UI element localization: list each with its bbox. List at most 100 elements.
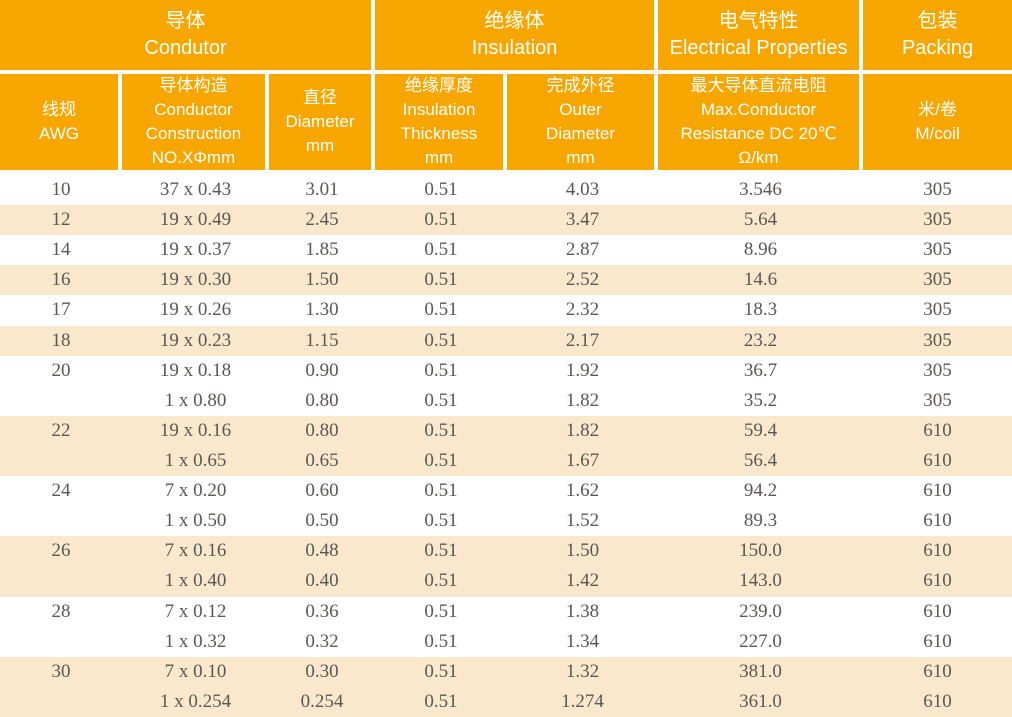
cell-awg [0, 506, 122, 537]
hdr-thickness-zh: 绝缘厚度 [405, 76, 474, 95]
cell-awg: 10 [0, 175, 122, 206]
cell-thickness: 0.51 [375, 506, 508, 537]
cell-m-per-coil: 305 [863, 325, 1012, 356]
table-row: 1 x 0.40 0.40 0.51 1.42 143.0 610 [0, 566, 1012, 597]
cell-resistance: 239.0 [658, 596, 864, 627]
hdr-outer-en2: Diameter [546, 124, 616, 143]
cell-outer-diameter: 3.47 [507, 205, 659, 236]
cell-resistance: 361.0 [658, 686, 864, 717]
table-row: 30 7 x 0.10 0.30 0.51 1.32 381.0 610 [0, 656, 1012, 687]
hdr-construction-en2: Construction [145, 124, 242, 143]
spec-table-body: 10 37 x 0.43 3.01 0.51 4.03 3.546 305 12… [0, 175, 1012, 717]
cell-construction: 7 x 0.12 [122, 596, 269, 627]
cell-thickness: 0.51 [375, 686, 508, 717]
cell-diameter: 0.90 [269, 355, 376, 386]
cell-construction: 1 x 0.80 [122, 385, 269, 416]
cell-outer-diameter: 1.67 [507, 445, 659, 477]
hdr-resistance-en2: Resistance DC 20℃ [680, 124, 837, 143]
table-row: 18 19 x 0.23 1.15 0.51 2.17 23.2 305 [0, 325, 1012, 356]
hdr-awg-zh: 线规 [42, 100, 76, 119]
cell-construction: 19 x 0.37 [122, 235, 269, 266]
cell-outer-diameter: 2.32 [507, 295, 659, 326]
cell-awg: 12 [0, 205, 122, 236]
cell-construction: 37 x 0.43 [122, 175, 269, 206]
cell-m-per-coil: 610 [863, 566, 1012, 597]
cell-awg: 18 [0, 325, 122, 356]
cell-awg [0, 626, 122, 657]
group-insulation-zh: 绝缘体 [484, 10, 545, 32]
cell-diameter: 1.50 [269, 265, 376, 296]
cell-resistance: 381.0 [658, 656, 864, 687]
hdr-resistance-zh: 最大导体直流电阻 [690, 76, 827, 95]
cell-construction: 19 x 0.26 [122, 295, 269, 326]
cell-m-per-coil: 610 [863, 686, 1012, 717]
cell-outer-diameter: 2.87 [507, 235, 659, 266]
cell-resistance: 150.0 [658, 536, 864, 567]
table-row: 1 x 0.80 0.80 0.51 1.82 35.2 305 [0, 385, 1012, 416]
cell-thickness: 0.51 [375, 295, 508, 326]
table-row: 28 7 x 0.12 0.36 0.51 1.38 239.0 610 [0, 596, 1012, 627]
table-row: 22 19 x 0.16 0.80 0.51 1.82 59.4 610 [0, 415, 1012, 446]
cell-thickness: 0.51 [375, 205, 508, 236]
hdr-thickness-unit: mm [424, 148, 454, 167]
cell-awg: 24 [0, 476, 122, 507]
cell-diameter: 0.80 [269, 415, 376, 446]
cell-construction: 1 x 0.254 [122, 686, 269, 717]
table-row: 14 19 x 0.37 1.85 0.51 2.87 8.96 305 [0, 235, 1012, 266]
cell-m-per-coil: 305 [863, 385, 1012, 416]
table-row: 16 19 x 0.30 1.50 0.51 2.52 14.6 305 [0, 265, 1012, 296]
cell-construction: 19 x 0.49 [122, 205, 269, 236]
cell-thickness: 0.51 [375, 445, 508, 477]
cell-awg: 20 [0, 355, 122, 386]
cell-m-per-coil: 305 [863, 295, 1012, 326]
cell-m-per-coil: 610 [863, 626, 1012, 657]
cell-resistance: 56.4 [658, 445, 864, 477]
cell-resistance: 143.0 [658, 566, 864, 597]
cell-m-per-coil: 305 [863, 265, 1012, 296]
hdr-diameter-en: Diameter [285, 112, 355, 131]
group-header-conductor: 导体 Condutor [0, 0, 376, 74]
cell-diameter: 1.30 [269, 295, 376, 326]
cell-awg [0, 385, 122, 416]
cell-outer-diameter: 1.50 [507, 536, 659, 567]
table-row: 12 19 x 0.49 2.45 0.51 3.47 5.64 305 [0, 205, 1012, 236]
table-row: 1 x 0.50 0.50 0.51 1.52 89.3 610 [0, 506, 1012, 537]
cell-awg: 22 [0, 415, 122, 446]
cell-thickness: 0.51 [375, 385, 508, 416]
group-electrical-en: Electrical Properties [669, 37, 848, 59]
cell-m-per-coil: 610 [863, 445, 1012, 477]
hdr-outer-en1: Outer [559, 100, 602, 119]
cell-m-per-coil: 610 [863, 656, 1012, 687]
cell-resistance: 18.3 [658, 295, 864, 326]
cell-awg [0, 686, 122, 717]
column-header-thickness: 绝缘厚度 Insulation Thickness mm [375, 74, 508, 175]
cell-thickness: 0.51 [375, 265, 508, 296]
column-header-construction: 导体构造 Conductor Construction NO.XΦmm [122, 74, 269, 175]
cell-construction: 1 x 0.40 [122, 566, 269, 597]
cell-construction: 19 x 0.16 [122, 415, 269, 446]
cell-m-per-coil: 610 [863, 415, 1012, 446]
cell-thickness: 0.51 [375, 626, 508, 657]
cell-resistance: 227.0 [658, 626, 864, 657]
cell-m-per-coil: 305 [863, 355, 1012, 386]
table-row: 1 x 0.32 0.32 0.51 1.34 227.0 610 [0, 626, 1012, 657]
cell-resistance: 59.4 [658, 415, 864, 446]
cell-construction: 19 x 0.18 [122, 355, 269, 386]
cell-construction: 1 x 0.50 [122, 506, 269, 537]
cell-awg: 28 [0, 596, 122, 627]
cell-thickness: 0.51 [375, 415, 508, 446]
cell-outer-diameter: 2.52 [507, 265, 659, 296]
table-row: 10 37 x 0.43 3.01 0.51 4.03 3.546 305 [0, 175, 1012, 206]
table-row: 17 19 x 0.26 1.30 0.51 2.32 18.3 305 [0, 295, 1012, 326]
group-header-packing: 包装 Packing [863, 0, 1012, 74]
cell-resistance: 23.2 [658, 325, 864, 356]
group-header-row: 导体 Condutor 绝缘体 Insulation 电气特性 Electric… [0, 0, 1012, 74]
table-row: 1 x 0.254 0.254 0.51 1.274 361.0 610 [0, 686, 1012, 717]
table-row: 26 7 x 0.16 0.48 0.51 1.50 150.0 610 [0, 536, 1012, 567]
cell-diameter: 0.36 [269, 596, 376, 627]
cell-m-per-coil: 610 [863, 476, 1012, 507]
hdr-coil-en: M/coil [915, 124, 960, 143]
cell-diameter: 3.01 [269, 175, 376, 206]
cell-diameter: 1.85 [269, 235, 376, 266]
